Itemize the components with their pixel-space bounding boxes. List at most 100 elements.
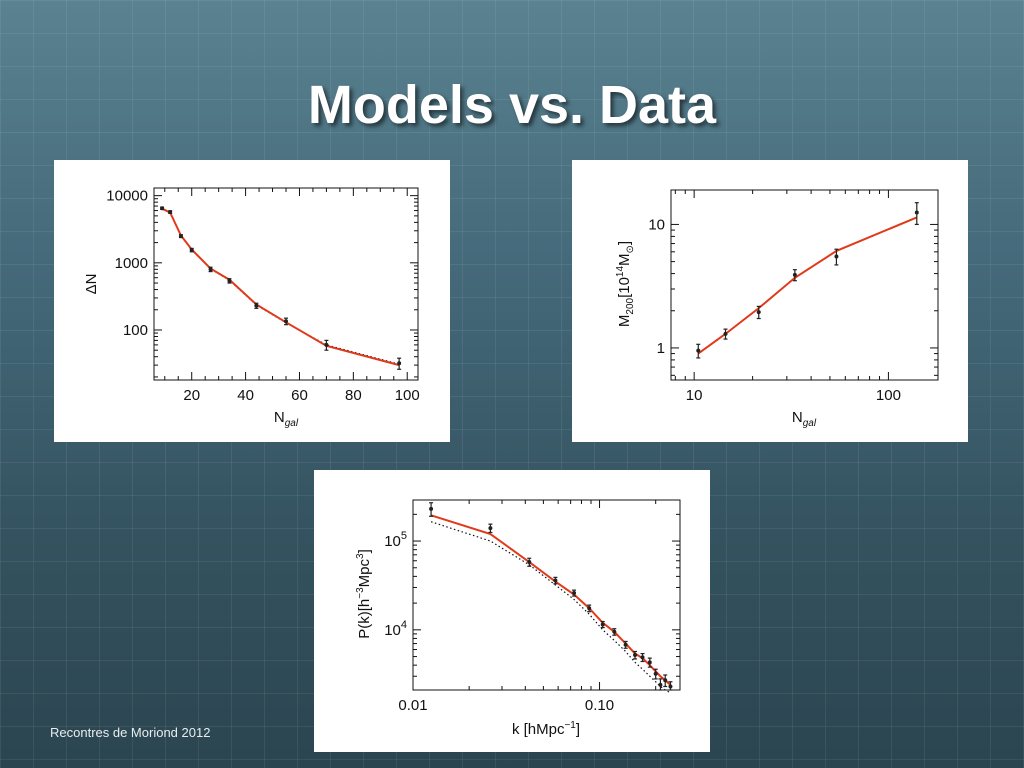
y-axis-label-exponent: 3 <box>355 553 366 559</box>
x-axis-label-exponent: −1 <box>564 720 576 731</box>
x-axis-label-subscript: gal <box>803 418 817 429</box>
data-point <box>397 357 402 370</box>
power-spectrum-chart-panel: 0.01 0.10 104 105 k [hMpc−1] P(k)[h−3Mpc3] <box>314 470 710 752</box>
x-tick-label: 40 <box>237 387 254 404</box>
data-marker <box>572 590 577 595</box>
y-axis-label-close: ] <box>356 549 373 553</box>
data-marker <box>527 560 532 565</box>
y-axis-label-exponent: −3 <box>355 587 366 599</box>
data-marker <box>397 361 402 366</box>
data-marker <box>553 578 558 583</box>
data-point <box>647 657 652 668</box>
data-point <box>668 681 673 691</box>
y-axis-label-exponent: 14 <box>615 266 626 278</box>
y-axis-label-unit-subscript: ⊙ <box>625 245 636 253</box>
plot-frame <box>153 187 419 381</box>
data-point <box>324 339 329 351</box>
data-marker <box>834 254 839 259</box>
y-axis-label: M200[1014M⊙] <box>615 241 636 327</box>
data-point <box>658 678 663 691</box>
data-marker <box>640 655 645 660</box>
data-point <box>663 674 668 688</box>
x-axis-label: Ngal <box>792 409 817 429</box>
data-marker <box>756 310 761 315</box>
data-marker <box>160 206 165 211</box>
y-tick-base: 10 <box>384 533 401 550</box>
x-tick-label: 100 <box>876 387 901 404</box>
data-point <box>189 247 194 253</box>
data-marker <box>723 331 728 336</box>
data-point <box>653 668 658 680</box>
y-tick-label: 105 <box>384 530 407 550</box>
model-line <box>430 514 672 686</box>
y-axis-label: ΔN <box>83 274 100 295</box>
data-marker <box>284 319 288 324</box>
data-point <box>587 604 592 613</box>
data-marker <box>658 682 663 687</box>
data-marker <box>633 653 638 658</box>
x-tick-label: 0.01 <box>398 697 427 714</box>
model-line <box>697 216 918 355</box>
y-axis-label: P(k)[h−3Mpc3] <box>355 549 373 639</box>
data-point <box>633 650 638 660</box>
data-point <box>429 502 434 517</box>
data-marker <box>600 622 605 627</box>
y-axis-label-close: ] <box>616 241 633 245</box>
mass-chart-panel: 10 100 1 10 Ngal M200[1014M⊙] <box>572 160 968 442</box>
x-tick-label: 0.10 <box>585 697 614 714</box>
data-point <box>160 206 165 211</box>
data-marker <box>647 660 652 665</box>
data-point <box>254 302 259 309</box>
data-point <box>696 343 701 359</box>
data-point <box>600 620 605 629</box>
y-tick-exponent: 4 <box>401 619 407 631</box>
y-axis-label-main: P(k)[h <box>356 599 373 639</box>
data-point <box>527 557 532 567</box>
data-marker <box>914 210 919 215</box>
abundance-chart: 20 40 60 80 100 100 1000 10000 Ngal ΔN <box>83 187 420 429</box>
data-point <box>612 628 617 636</box>
plot-frame <box>412 499 681 691</box>
data-marker <box>587 606 592 611</box>
plot-frame <box>670 189 939 381</box>
x-axis-label: k [hMpc−1] <box>512 720 580 738</box>
data-point <box>572 589 577 597</box>
y-axis-label-unit: M <box>616 253 633 266</box>
y-axis-label-bracket: [10 <box>616 277 633 298</box>
x-axis-label-close: ] <box>576 721 580 738</box>
data-point <box>914 202 919 226</box>
alt-model-dotted-line <box>161 207 400 365</box>
data-marker <box>792 272 797 277</box>
data-point <box>553 576 558 585</box>
x-tick-label: 60 <box>291 387 308 404</box>
data-point <box>208 266 213 273</box>
abundance-chart-panel: 20 40 60 80 100 100 1000 10000 Ngal ΔN <box>54 160 450 442</box>
data-point <box>178 234 183 239</box>
data-marker <box>168 210 173 215</box>
data-point <box>168 210 173 215</box>
y-tick-label: 1 <box>657 340 665 357</box>
data-marker <box>623 642 628 647</box>
x-axis-label-main: N <box>792 409 803 426</box>
x-tick-label: 10 <box>686 387 703 404</box>
y-tick-label: 10000 <box>106 188 148 205</box>
data-point <box>792 269 797 282</box>
data-marker <box>227 278 232 283</box>
model-line <box>161 207 400 367</box>
y-tick-label: 104 <box>384 619 407 639</box>
x-axis-label-unit: [hMpc <box>524 721 565 738</box>
x-axis-label-main: k <box>512 721 520 738</box>
x-axis-label-main: N <box>274 409 285 426</box>
data-marker <box>696 348 701 353</box>
data-point <box>623 640 628 649</box>
data-marker <box>208 267 213 272</box>
y-tick-label: 1000 <box>115 255 148 272</box>
data-point <box>834 248 839 266</box>
data-marker <box>668 684 673 689</box>
data-marker <box>429 506 434 511</box>
y-axis-label-main: M <box>616 315 633 328</box>
slide-title: Models vs. Data <box>307 75 717 135</box>
data-point <box>488 523 493 534</box>
